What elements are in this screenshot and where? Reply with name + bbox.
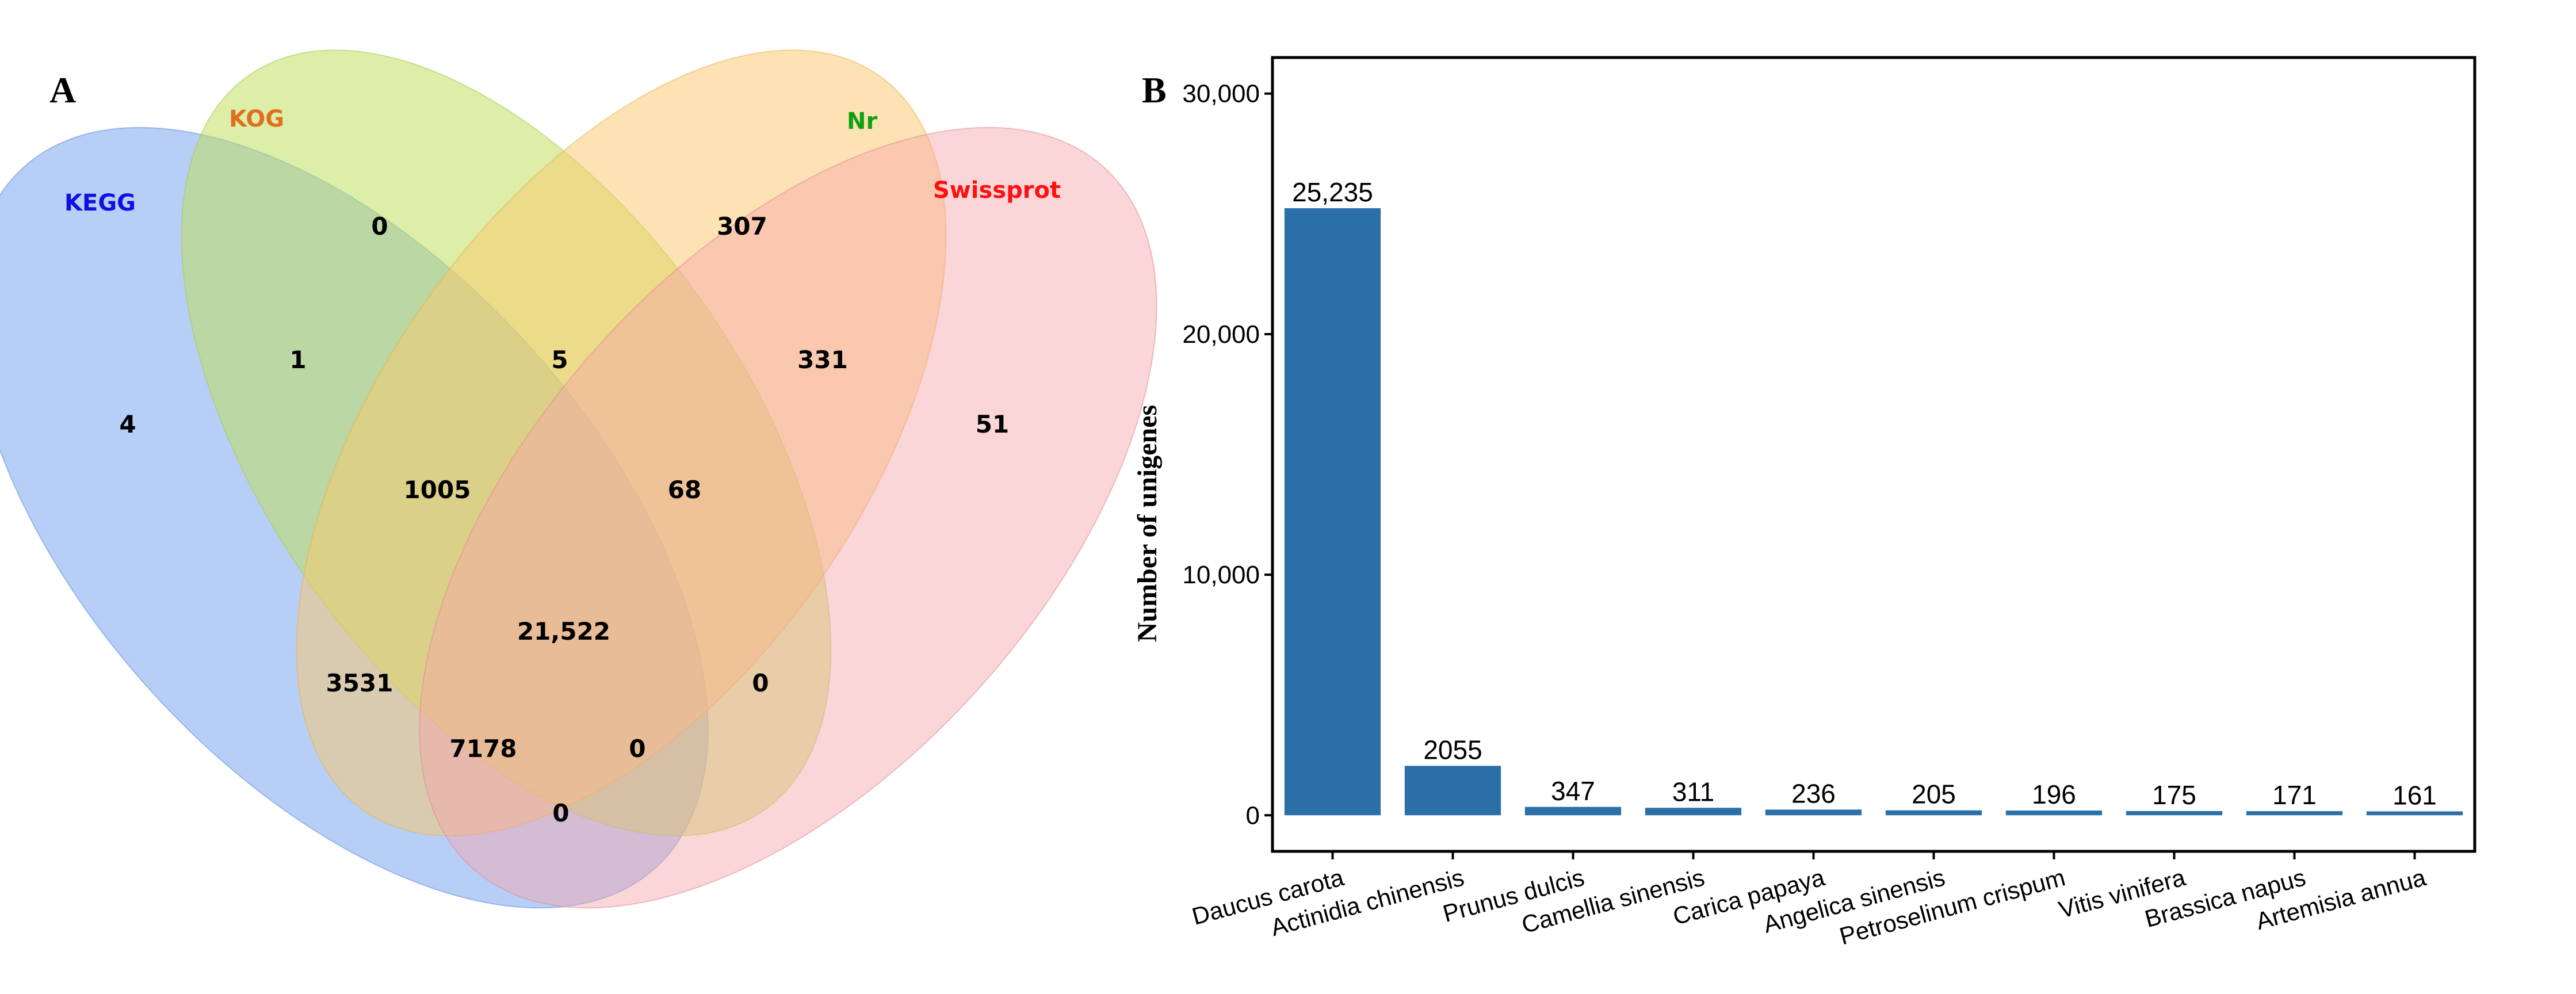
region-nr-only: 307 xyxy=(717,212,767,240)
y-axis: 0 10,000 20,000 30,000 xyxy=(1182,80,1272,829)
set-label-nr: Nr xyxy=(847,108,877,135)
plot-frame xyxy=(1271,56,2476,853)
set-label-kegg: KEGG xyxy=(64,190,136,216)
venn-diagram: A KEGG KOG Nr Swissprot 4 0 307 51 1 5 3… xyxy=(0,49,1157,909)
bars: 25,235 2055 347 311 236 205 196 175 171 161 xyxy=(1284,177,2463,816)
set-label-swissprot: Swissprot xyxy=(933,177,1061,204)
region-kog-only: 0 xyxy=(371,212,388,240)
region-kegg-nr-swissprot: 7178 xyxy=(450,735,517,763)
region-kegg-only: 4 xyxy=(119,410,136,438)
bar xyxy=(1645,808,1742,816)
region-nr-swissprot: 331 xyxy=(797,346,848,374)
region-kegg-kog: 1 xyxy=(289,346,306,374)
bar xyxy=(2246,811,2343,816)
region-kegg-nr: 3531 xyxy=(326,669,393,697)
region-kog-nr-swissprot: 68 xyxy=(668,476,701,504)
region-kog-nr: 5 xyxy=(551,346,568,374)
region-kegg-kog-swissprot: 0 xyxy=(629,735,645,763)
bar-value-label: 25,235 xyxy=(1292,177,1373,207)
bar-value-label: 196 xyxy=(2032,779,2076,809)
bar xyxy=(1284,208,1381,816)
region-swissprot-only: 51 xyxy=(976,410,1009,438)
panel-a-letter: A xyxy=(49,70,76,110)
bar-value-label: 2055 xyxy=(1423,735,1482,764)
y-axis-title: Number of unigenes xyxy=(1132,405,1163,642)
bar xyxy=(1524,806,1622,816)
bar xyxy=(1404,766,1501,816)
venn-ellipse-nr xyxy=(296,49,947,836)
venn-ellipse-swissprot xyxy=(419,127,1157,909)
bar-chart: B Number of unigenes 0 10,000 20,000 30,000… xyxy=(1132,56,2476,950)
bar xyxy=(2366,811,2463,816)
bar xyxy=(2126,811,2223,816)
y-tick-label: 30,000 xyxy=(1182,80,1260,108)
region-kegg-kog-nr: 1005 xyxy=(404,476,471,504)
bar-value-label: 347 xyxy=(1551,776,1595,806)
set-label-kog: KOG xyxy=(229,106,284,132)
panel-b-letter: B xyxy=(1142,70,1167,110)
bar-value-label: 171 xyxy=(2272,780,2317,810)
region-all-four: 21,522 xyxy=(517,617,610,645)
bar-value-label: 161 xyxy=(2392,781,2437,811)
y-tick-label: 0 xyxy=(1246,801,1260,829)
bar xyxy=(1885,810,1982,816)
bar-value-label: 311 xyxy=(1672,777,1714,806)
y-tick-label: 10,000 xyxy=(1182,561,1260,589)
bar-value-label: 236 xyxy=(1791,778,1836,808)
bar-value-label: 205 xyxy=(1912,779,1956,809)
bar xyxy=(1765,809,1862,816)
region-kegg-swissprot: 0 xyxy=(552,799,569,827)
bar xyxy=(2005,811,2103,816)
bar-value-label: 175 xyxy=(2152,780,2196,810)
y-tick-label: 20,000 xyxy=(1182,320,1260,349)
region-kog-swissprot: 0 xyxy=(752,669,769,697)
